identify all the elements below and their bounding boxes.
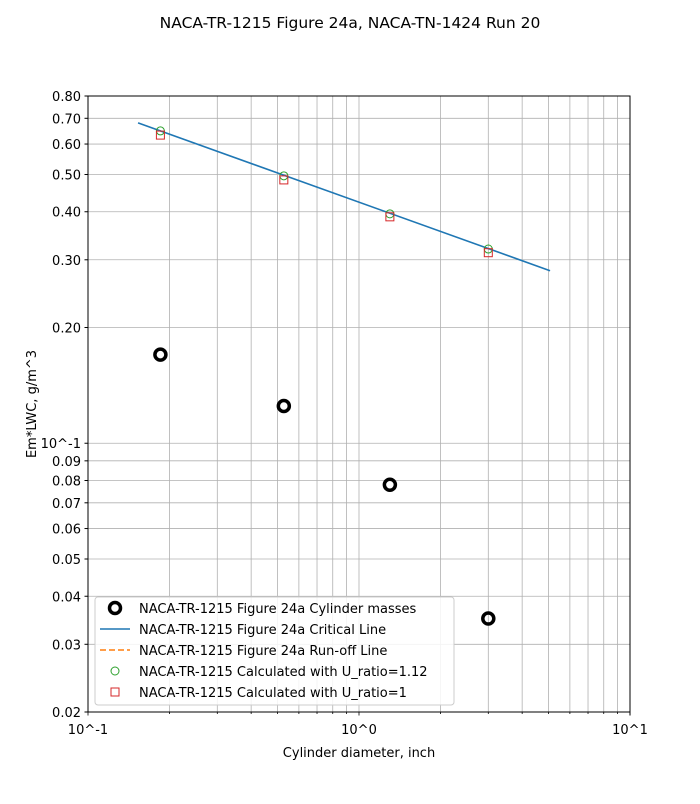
x-axis-label: Cylinder diameter, inch bbox=[283, 746, 435, 761]
y-tick-label: 0.60 bbox=[52, 138, 81, 153]
x-tick-label: 10^-1 bbox=[68, 723, 108, 738]
y-tick-label: 0.06 bbox=[52, 523, 81, 538]
series-line-1 bbox=[137, 122, 551, 272]
y-tick-label: 0.03 bbox=[52, 638, 81, 653]
legend-marker-icon bbox=[107, 600, 123, 616]
legend: NACA-TR-1215 Figure 24a Cylinder masses N… bbox=[94, 596, 455, 706]
y-tick-label: 10^-1 bbox=[41, 437, 81, 452]
legend-label: NACA-TR-1215 Figure 24a Critical Line bbox=[139, 623, 386, 638]
data-point-series-4 bbox=[155, 130, 165, 140]
x-tick-label: 10^0 bbox=[341, 723, 377, 738]
data-point-series-4 bbox=[483, 248, 493, 258]
y-tick-label: 0.50 bbox=[52, 168, 81, 183]
legend-label: NACA-TR-1215 Calculated with U_ratio=1.1… bbox=[139, 665, 428, 680]
y-tick-label: 0.40 bbox=[52, 206, 81, 221]
y-tick-label: 0.02 bbox=[52, 706, 81, 721]
data-point-series-4 bbox=[385, 212, 395, 222]
x-tick-label: 10^1 bbox=[612, 723, 648, 738]
legend-box bbox=[94, 596, 455, 706]
chart-title: NACA-TR-1215 Figure 24a, NACA-TN-1424 Ru… bbox=[160, 14, 541, 32]
y-tick-label: 0.30 bbox=[52, 254, 81, 269]
y-tick-label: 0.09 bbox=[52, 455, 81, 470]
legend-label: NACA-TR-1215 Figure 24a Cylinder masses bbox=[139, 602, 417, 617]
data-point-series-4 bbox=[279, 175, 289, 185]
y-tick-label: 0.08 bbox=[52, 475, 81, 490]
legend-marker-icon bbox=[110, 666, 120, 676]
axis-ticks: 10^-1 10^0 10^1 0.02 0.03 0.04 0.05 0.06 0.07 0.0… bbox=[41, 90, 648, 738]
y-tick-label: 0.80 bbox=[52, 90, 81, 105]
legend-label: NACA-TR-1215 Figure 24a Run-off Line bbox=[139, 644, 387, 659]
plot-marks bbox=[137, 122, 551, 626]
data-point-series-0 bbox=[481, 611, 496, 626]
legend-marker-icon bbox=[110, 687, 120, 697]
y-tick-label: 0.70 bbox=[52, 112, 81, 127]
grid bbox=[87, 95, 630, 713]
y-axis-label: Em*LWC, g/m^3 bbox=[25, 350, 40, 458]
y-tick-label: 0.20 bbox=[52, 321, 81, 336]
y-tick-label: 0.07 bbox=[52, 497, 81, 512]
data-point-series-0 bbox=[276, 398, 292, 414]
data-point-series-0 bbox=[382, 477, 398, 492]
y-tick-label: 0.05 bbox=[52, 553, 81, 568]
legend-label: NACA-TR-1215 Calculated with U_ratio=1 bbox=[139, 686, 407, 701]
data-point-series-0 bbox=[153, 347, 168, 362]
y-tick-label: 0.04 bbox=[52, 590, 81, 605]
